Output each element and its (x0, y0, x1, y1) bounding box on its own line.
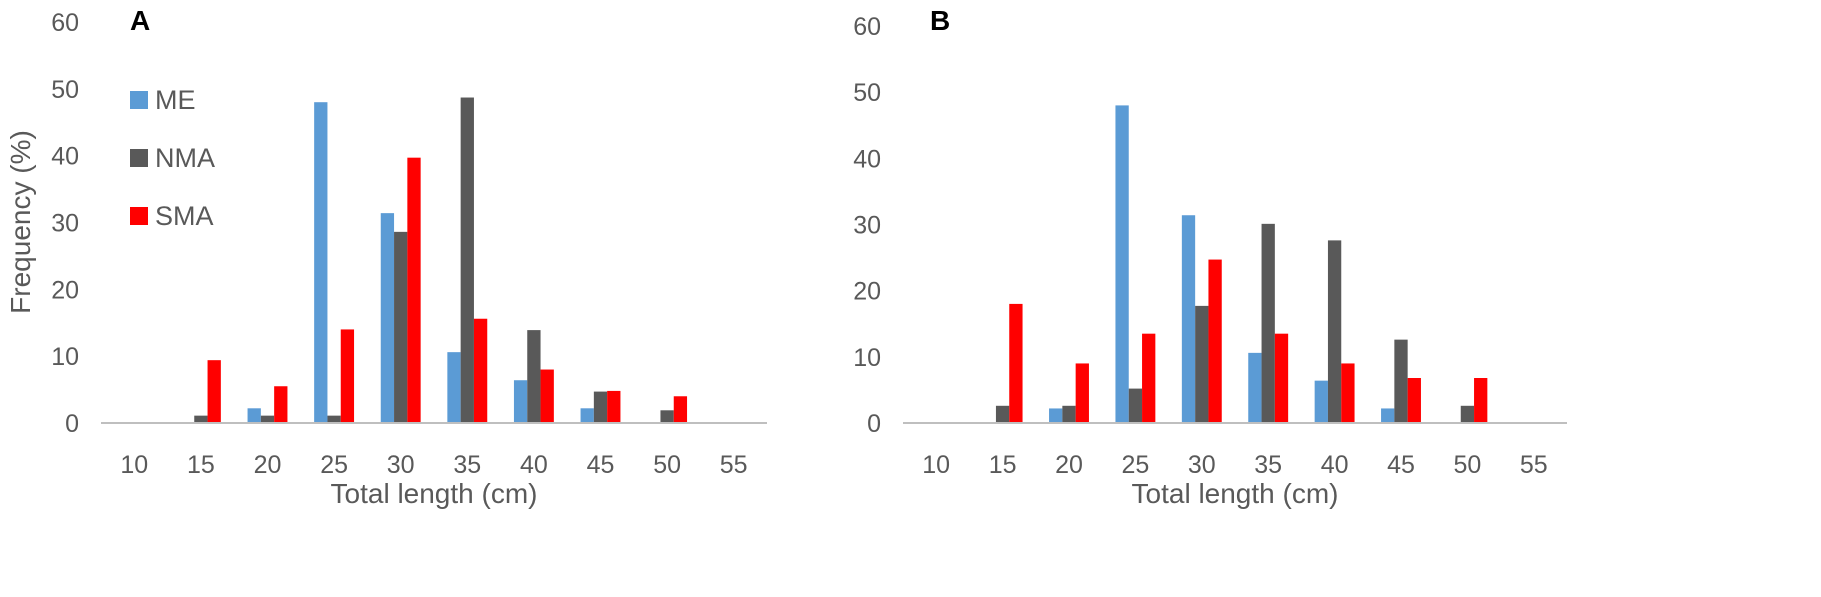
x-tick-label: 45 (587, 451, 615, 479)
bar-nma (1327, 240, 1342, 423)
y-tick-label: 60 (51, 9, 79, 37)
x-axis-title: Total length (cm) (331, 478, 538, 509)
bar-me (580, 408, 594, 423)
bar-nma (995, 405, 1010, 423)
y-tick-label: 40 (51, 143, 79, 171)
x-tick-label: 50 (1453, 451, 1481, 479)
x-tick-label: 35 (1254, 451, 1282, 479)
x-tick-label: 20 (254, 451, 282, 479)
bar-me (380, 213, 395, 423)
bar-me (314, 102, 328, 423)
panel-label: A (130, 5, 150, 36)
bar-nma (260, 415, 275, 423)
bar-sma (607, 390, 621, 423)
x-tick-label: 20 (1055, 451, 1083, 479)
bar-nma (327, 415, 341, 423)
x-tick-label: 25 (1121, 451, 1149, 479)
bar-me (447, 352, 461, 423)
bar-nma (394, 231, 408, 423)
x-tick-label: 55 (720, 451, 748, 479)
bar-me (1314, 380, 1328, 423)
x-tick-label: 35 (453, 451, 481, 479)
legend-swatch-me (130, 91, 148, 109)
bar-nma (527, 330, 541, 423)
legend-label-nma: NMA (155, 143, 215, 173)
bar-sma (1009, 303, 1023, 423)
y-tick-label: 10 (853, 344, 881, 372)
x-tick-label: 10 (120, 451, 148, 479)
legend-swatch-nma (130, 149, 148, 167)
bar-me (513, 380, 528, 423)
y-tick-label: 30 (853, 212, 881, 240)
y-tick-label: 50 (51, 76, 79, 104)
bar-nma (1460, 405, 1475, 423)
bar-sma (407, 157, 421, 423)
legend-swatch-sma (130, 207, 148, 225)
bar-nma (1195, 305, 1209, 423)
y-tick-label: 20 (51, 276, 79, 304)
bar-nma (460, 97, 474, 423)
x-tick-label: 55 (1520, 451, 1548, 479)
bar-nma (1261, 223, 1275, 423)
y-tick-label: 50 (853, 79, 881, 107)
y-tick-label: 20 (853, 278, 881, 306)
bar-me (1248, 352, 1262, 423)
bar-me (1049, 408, 1063, 423)
bar-sma (1274, 333, 1289, 423)
bar-nma (194, 415, 208, 423)
bar-sma (1407, 378, 1421, 423)
bar-sma (473, 318, 488, 423)
bar-sma (274, 386, 288, 423)
y-tick-label: 60 (853, 13, 881, 41)
panel-label: B (930, 5, 950, 36)
y-tick-label: 0 (65, 410, 79, 438)
bar-nma (1062, 405, 1076, 423)
bar-sma (1075, 363, 1089, 423)
legend-label-sma: SMA (155, 201, 214, 231)
bar-nma (660, 410, 674, 423)
bar-sma (540, 369, 554, 423)
y-tick-label: 0 (867, 410, 881, 438)
bar-me (1381, 408, 1395, 423)
x-tick-label: 15 (989, 451, 1017, 479)
bar-nma (1394, 339, 1408, 423)
bar-sma (1208, 259, 1222, 423)
x-tick-label: 10 (922, 451, 950, 479)
x-tick-label: 40 (1321, 451, 1349, 479)
bar-sma (1474, 378, 1488, 423)
bar-sma (1142, 333, 1156, 423)
x-axis-title: Total length (cm) (1132, 478, 1339, 509)
x-tick-label: 15 (187, 451, 215, 479)
bar-nma (593, 391, 608, 423)
y-tick-label: 40 (853, 145, 881, 173)
x-tick-label: 30 (1188, 451, 1216, 479)
y-tick-label: 30 (51, 210, 79, 238)
legend-label-me: ME (155, 85, 196, 115)
bar-me (247, 408, 261, 423)
x-tick-label: 50 (653, 451, 681, 479)
bar-nma (1128, 388, 1143, 423)
x-tick-label: 30 (387, 451, 415, 479)
bar-sma (207, 360, 221, 423)
bar-me (1115, 105, 1129, 424)
y-axis-title: Frequency (%) (5, 130, 36, 314)
bar-sma (1341, 363, 1355, 423)
x-tick-label: 45 (1387, 451, 1415, 479)
bar-sma (673, 396, 688, 423)
bar-me (1181, 215, 1196, 423)
x-tick-label: 40 (520, 451, 548, 479)
y-tick-label: 10 (51, 343, 79, 371)
bar-sma (340, 329, 355, 423)
x-tick-label: 25 (320, 451, 348, 479)
